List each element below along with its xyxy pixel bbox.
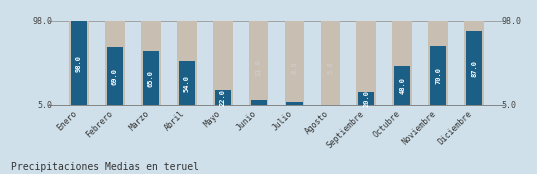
- Text: 98.0: 98.0: [501, 17, 521, 26]
- Bar: [466, 31, 482, 105]
- Bar: [357, 21, 376, 105]
- Bar: [213, 21, 233, 105]
- Text: 98.0: 98.0: [76, 55, 82, 72]
- Text: 8.0: 8.0: [292, 61, 297, 74]
- Text: 5.0: 5.0: [328, 61, 333, 74]
- Text: 98.0: 98.0: [32, 17, 52, 26]
- Bar: [393, 21, 412, 105]
- Bar: [429, 21, 448, 105]
- Text: Precipitaciones Medias en teruel: Precipitaciones Medias en teruel: [11, 162, 199, 172]
- Bar: [141, 21, 161, 105]
- Text: 22.0: 22.0: [220, 89, 226, 106]
- Bar: [177, 21, 197, 105]
- Text: 65.0: 65.0: [148, 70, 154, 86]
- Bar: [179, 61, 195, 105]
- Bar: [430, 46, 446, 105]
- Bar: [107, 47, 123, 105]
- Bar: [71, 21, 87, 105]
- Bar: [465, 21, 484, 105]
- Bar: [394, 66, 410, 105]
- Text: 5.0: 5.0: [37, 101, 52, 110]
- Bar: [358, 92, 374, 105]
- Bar: [250, 100, 267, 105]
- Text: 69.0: 69.0: [112, 68, 118, 85]
- Bar: [286, 102, 303, 105]
- Bar: [215, 90, 231, 105]
- Text: 54.0: 54.0: [184, 74, 190, 92]
- Bar: [105, 21, 125, 105]
- Text: 5.0: 5.0: [501, 101, 516, 110]
- Text: 48.0: 48.0: [400, 77, 405, 94]
- Text: 11.0: 11.0: [256, 59, 262, 76]
- Bar: [285, 21, 304, 105]
- Text: 20.0: 20.0: [364, 90, 369, 107]
- Text: 70.0: 70.0: [435, 67, 441, 84]
- Bar: [143, 51, 159, 105]
- Text: 87.0: 87.0: [471, 60, 477, 77]
- Bar: [249, 21, 268, 105]
- Bar: [69, 21, 89, 105]
- Bar: [321, 21, 340, 105]
